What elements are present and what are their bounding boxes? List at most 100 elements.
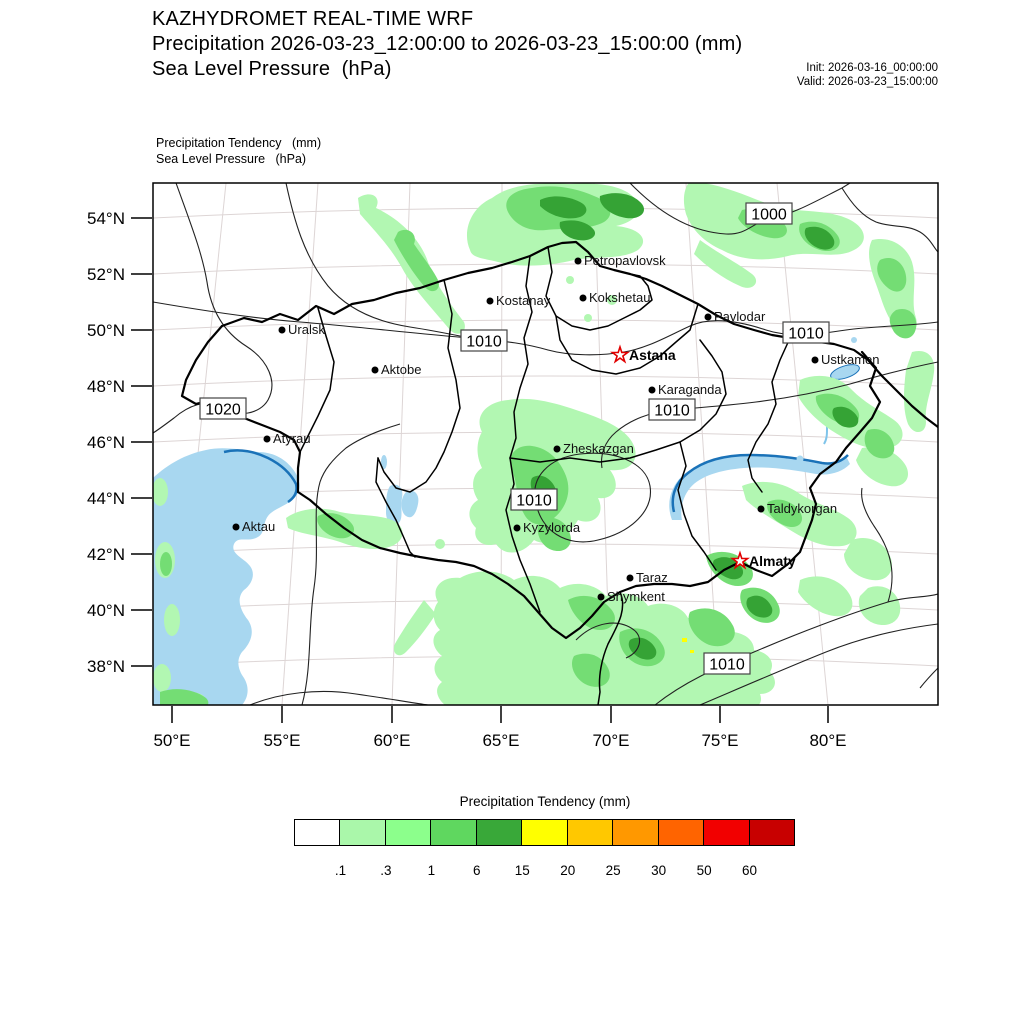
colorbar-cell xyxy=(430,819,477,846)
lake-balkhash xyxy=(669,456,850,520)
city-label: Almaty xyxy=(749,553,796,569)
city-label: Taraz xyxy=(636,570,668,585)
pressure-label: 1010 xyxy=(654,403,690,420)
colorbar xyxy=(294,819,795,846)
city-dot-icon xyxy=(704,313,712,321)
city-dot-icon xyxy=(486,297,494,305)
pressure-label-box xyxy=(460,329,508,352)
colorbar-cell xyxy=(566,819,614,846)
colorbar-tick-label: 25 xyxy=(605,863,621,878)
pressure-label: 1010 xyxy=(516,493,552,510)
city-dot-icon xyxy=(757,505,765,513)
city-dot-icon xyxy=(648,386,656,394)
city-dot-icon xyxy=(263,435,271,443)
map-caption-pressure: Sea Level Pressure (hPa) xyxy=(156,152,307,166)
city-label: Zheskazgan xyxy=(563,441,634,456)
colorbar-tick-label: .1 xyxy=(334,863,347,878)
page-title: KAZHYDROMET REAL-TIME WRF xyxy=(152,8,474,30)
city-label: Atyrau xyxy=(273,431,311,446)
colorbar-cell xyxy=(521,819,568,846)
caspian-sea xyxy=(153,448,300,705)
city-label: Petropavlovsk xyxy=(584,253,666,268)
city-dot-icon xyxy=(626,574,634,582)
colorbar-title: Precipitation Tendency (mm) xyxy=(459,794,631,809)
city-label: Kyzylorda xyxy=(523,520,581,535)
lon-tick-label: 70°E xyxy=(592,731,629,750)
city-label: Astana xyxy=(629,347,676,363)
colorbar-tick-label: 50 xyxy=(696,863,712,878)
lat-tick-label: 40°N xyxy=(87,601,125,620)
city-label: Kostanay xyxy=(496,293,551,308)
lake-zaysan xyxy=(830,364,860,380)
caspian-coastline xyxy=(223,449,298,504)
pressure-label: 1010 xyxy=(709,657,745,674)
city-label: Taldykorgan xyxy=(767,501,837,516)
colorbar-cell xyxy=(612,819,659,846)
colorbar-tick-label: 20 xyxy=(560,863,576,878)
lon-tick-label: 55°E xyxy=(263,731,300,750)
pressure-label-box xyxy=(745,202,793,225)
lon-tick-label: 65°E xyxy=(482,731,519,750)
colorbar-cell xyxy=(294,819,341,846)
colorbar-cell xyxy=(339,819,386,846)
colorbar-cell xyxy=(384,819,432,846)
pressure-label-box xyxy=(703,652,751,675)
lake-alakol xyxy=(807,463,817,473)
map-frame xyxy=(152,182,939,706)
city-dot-icon xyxy=(232,523,240,531)
init-time: Init: 2026-03-16_00:00:00 xyxy=(806,62,938,74)
pressure-label: 1010 xyxy=(466,334,502,351)
water-layer xyxy=(153,337,860,705)
city-label: Kokshetau xyxy=(589,290,650,305)
lat-tick-label: 38°N xyxy=(87,657,125,676)
colorbar-tick-label: 6 xyxy=(473,863,481,878)
city-dot-icon xyxy=(597,593,605,601)
valid-time: Valid: 2026-03-23_15:00:00 xyxy=(796,76,938,88)
colorbar-cell xyxy=(703,819,750,846)
pressure-label: 1020 xyxy=(205,402,241,419)
aral-sea-east xyxy=(401,490,419,518)
capital-star-icon xyxy=(729,550,751,570)
city-dot-icon xyxy=(811,356,819,364)
city-dot-icon xyxy=(574,257,582,265)
city-dot-icon xyxy=(278,326,286,334)
city-label: Karaganda xyxy=(658,382,722,397)
pressure-label-box xyxy=(648,398,696,421)
page-subtitle: Precipitation 2026-03-23_12:00:00 to 202… xyxy=(152,33,743,55)
city-label: Shymkent xyxy=(607,589,665,604)
lat-tick-label: 42°N xyxy=(87,545,125,564)
colorbar-tick-label: 30 xyxy=(651,863,667,878)
lat-tick-label: 52°N xyxy=(87,265,125,284)
city-dot-icon xyxy=(371,366,379,374)
city-dot-icon xyxy=(513,524,521,532)
heavy-precip-specks xyxy=(682,638,694,653)
city-dot-icon xyxy=(553,445,561,453)
aral-sea-west xyxy=(386,484,403,526)
capital-star-icon xyxy=(609,344,631,364)
colorbar-tick-label: .3 xyxy=(380,863,392,878)
lon-tick-label: 80°E xyxy=(809,731,846,750)
lat-tick-label: 46°N xyxy=(87,433,125,452)
pressure-label-box xyxy=(199,397,247,420)
colorbar-tick-label: 15 xyxy=(514,863,530,878)
lat-tick-label: 50°N xyxy=(87,321,125,340)
city-label: Aktau xyxy=(242,519,275,534)
colorbar-cell xyxy=(657,819,705,846)
pressure-label-box xyxy=(782,321,830,344)
city-dot-icon xyxy=(579,294,587,302)
colorbar-tick-label: 60 xyxy=(742,863,758,878)
lon-tick-label: 50°E xyxy=(153,731,190,750)
lat-tick-label: 54°N xyxy=(87,209,125,228)
precipitation-layer xyxy=(153,183,935,705)
city-label: Uralsk xyxy=(288,322,325,337)
pressure-label: 1000 xyxy=(751,207,787,224)
city-label: Aktobe xyxy=(381,362,421,377)
map-caption-precip: Precipitation Tendency (mm) xyxy=(156,136,322,150)
colorbar-cell xyxy=(748,819,795,846)
lon-tick-label: 75°E xyxy=(701,731,738,750)
pressure-label-box xyxy=(510,488,558,511)
lon-tick-label: 60°E xyxy=(373,731,410,750)
colorbar-tick-label: 1 xyxy=(427,863,436,878)
city-label: Ustkamen xyxy=(821,352,880,367)
